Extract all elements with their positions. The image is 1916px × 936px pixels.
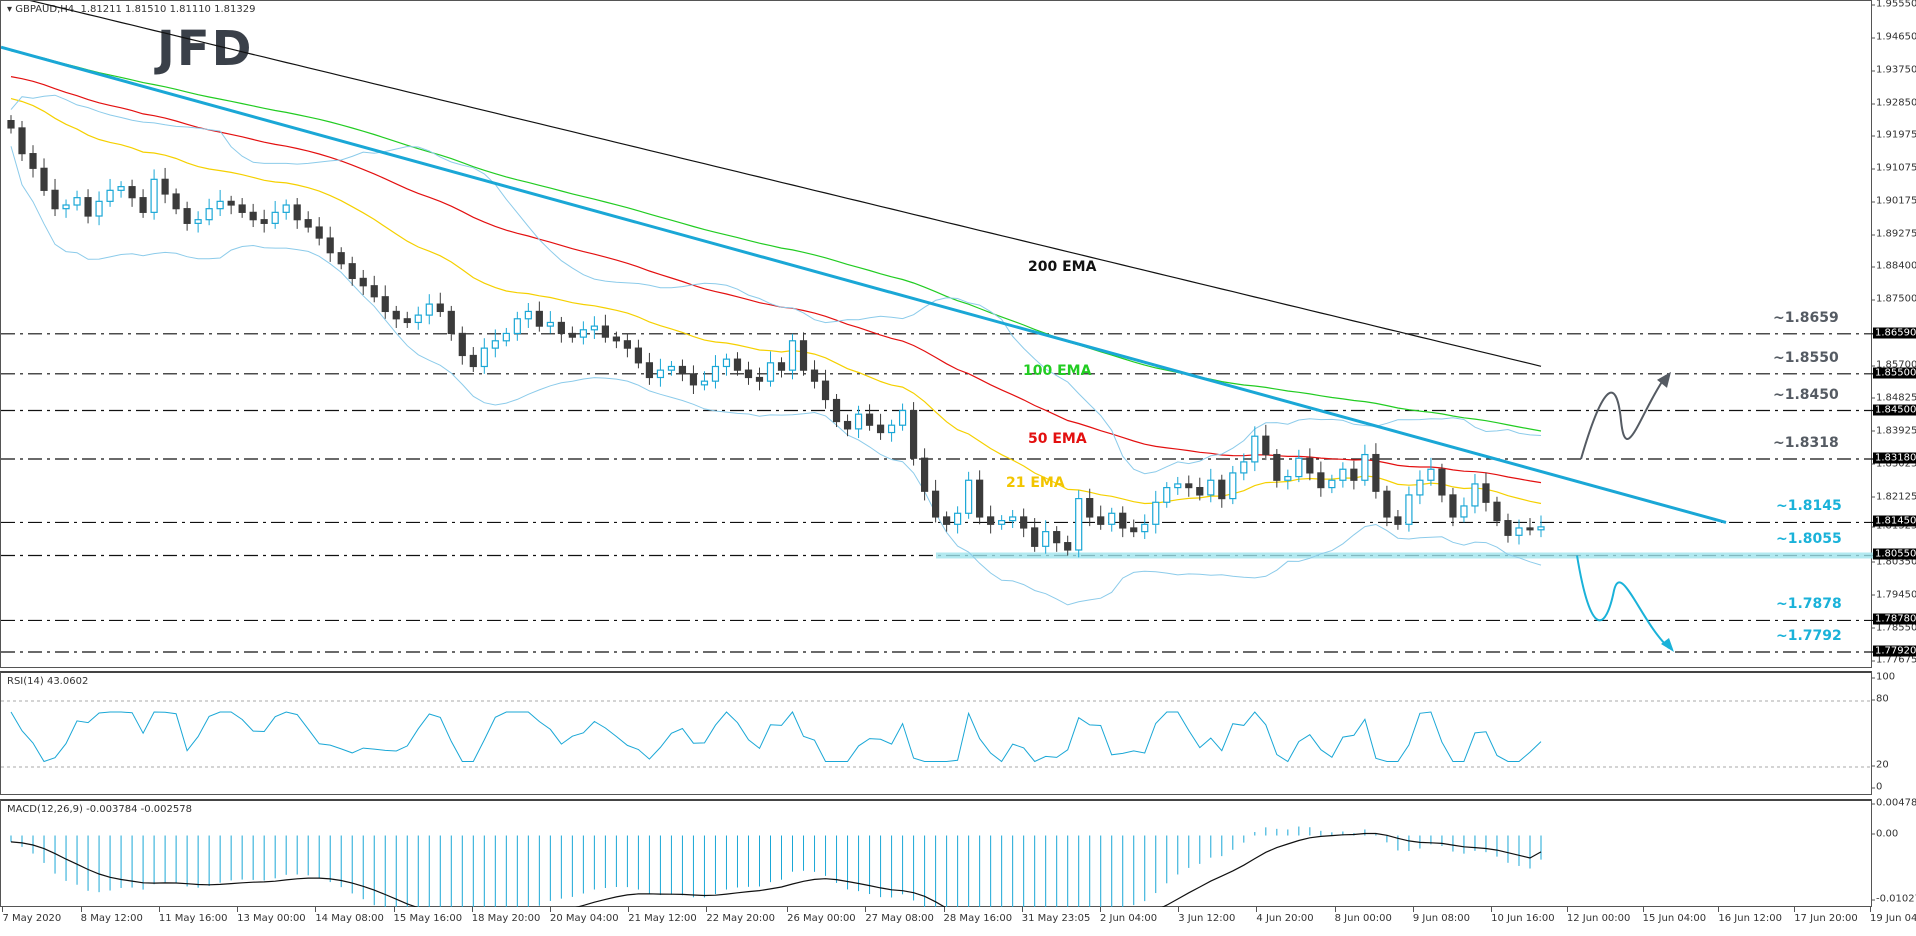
macd-tick: 0.00 — [1871, 828, 1899, 839]
macd-tick: -0.010278 — [1871, 894, 1916, 905]
ema-label: 50 EMA — [1028, 431, 1087, 447]
macd-axis: 0.004789 0.00 -0.010278 — [1871, 798, 1916, 907]
level-price-tag: 1.81450 — [1873, 515, 1916, 527]
level-price-tag: 1.84500 — [1873, 404, 1916, 416]
rsi-axis: 100 80 20 0 — [1871, 671, 1916, 795]
macd-tick: 0.004789 — [1872, 798, 1916, 809]
time-tick: 19 Jun 04:00 — [1869, 907, 1916, 924]
time-tick: 3 Jun 12:00 — [1178, 907, 1236, 924]
chart-title: ▾ GBPAUD,H4 1.81211 1.81510 1.81110 1.81… — [7, 4, 255, 15]
price-tick: 1.91075 — [1871, 162, 1916, 174]
time-tick: 4 Jun 20:00 — [1256, 907, 1314, 924]
level-label: ~1.8145 — [1776, 498, 1842, 515]
price-tick: 1.92850 — [1871, 97, 1916, 109]
price-tick: 1.78550 — [1871, 622, 1916, 634]
time-tick: 9 Jun 08:00 — [1412, 907, 1471, 924]
jfd-logo: JFD — [157, 21, 254, 77]
rsi-line-canvas — [1, 700, 1873, 768]
time-tick: 15 Jun 04:00 — [1642, 907, 1707, 924]
level-label: ~1.7792 — [1776, 628, 1842, 644]
time-tick: 22 May 20:00 — [706, 907, 775, 924]
time-tick: 17 Jun 20:00 — [1794, 907, 1858, 924]
price-chart-pane[interactable]: ▾ GBPAUD,H4 1.81211 1.81510 1.81110 1.81… — [0, 0, 1873, 668]
macd-canvas — [10, 826, 1542, 907]
level-label: ~1.8055 — [1776, 531, 1842, 548]
price-tick: 1.79450 — [1871, 589, 1916, 601]
ema-label: 200 EMA — [1028, 259, 1097, 275]
time-tick: 26 May 00:00 — [787, 907, 856, 924]
time-tick: 28 May 16:00 — [943, 907, 1013, 924]
macd-pane[interactable]: MACD(12,26,9) -0.003784 -0.002578 — [0, 799, 1872, 907]
level-price-tag: 1.85500 — [1873, 367, 1916, 379]
price-chart-canvas — [1, 1, 1873, 653]
price-tick: 1.83925 — [1871, 425, 1916, 437]
price-tick: 1.87500 — [1871, 293, 1916, 305]
time-tick: 12 Jun 00:00 — [1566, 907, 1631, 924]
time-tick: 20 May 04:00 — [549, 907, 619, 924]
time-tick: 18 May 20:00 — [471, 907, 541, 924]
level-price-tag: 1.80550 — [1873, 548, 1916, 560]
price-tick: 1.84825 — [1871, 392, 1916, 404]
time-tick: 11 May 16:00 — [158, 907, 228, 924]
time-tick: 27 May 08:00 — [865, 907, 934, 924]
price-tick: 1.85700 — [1871, 359, 1916, 371]
time-tick: 31 May 23:05 — [1021, 907, 1091, 924]
time-tick: 8 May 12:00 — [80, 907, 143, 924]
price-tick: 1.94650 — [1871, 31, 1916, 43]
price-tick: 1.88400 — [1871, 260, 1916, 272]
macd-label: MACD(12,26,9) -0.003784 -0.002578 — [7, 804, 192, 815]
time-tick: 16 Jun 12:00 — [1718, 907, 1782, 924]
price-tick: 1.77675 — [1871, 654, 1916, 666]
level-label: ~1.8318 — [1773, 434, 1839, 451]
level-label: ~1.7878 — [1776, 596, 1842, 613]
time-tick: 10 Jun 16:00 — [1491, 907, 1555, 924]
time-tick: 2 Jun 04:00 — [1099, 907, 1158, 924]
rsi-tick: 100 — [1871, 671, 1896, 683]
level-label: ~1.8659 — [1773, 309, 1839, 326]
time-tick: 14 May 08:00 — [315, 907, 384, 924]
time-tick: 13 May 00:00 — [237, 907, 306, 924]
price-tick: 1.82125 — [1871, 491, 1916, 503]
rsi-tick: 80 — [1872, 693, 1889, 705]
ema-label: 100 EMA — [1023, 363, 1092, 379]
level-label: ~1.8550 — [1773, 349, 1839, 366]
price-tick: 1.90175 — [1871, 195, 1916, 207]
rsi-tick: 0 — [1871, 781, 1883, 793]
time-tick: 8 Jun 00:00 — [1334, 907, 1392, 924]
price-tick: 1.83025 — [1871, 458, 1916, 470]
price-tick: 1.91975 — [1871, 129, 1916, 141]
time-tick: 7 May 2020 — [2, 907, 62, 924]
level-price-tag: 1.77920 — [1873, 645, 1916, 657]
time-axis[interactable]: 7 May 2020 8 May 12:00 11 May 16:00 13 May … — [0, 907, 1916, 936]
collapse-triangle-icon[interactable]: ▾ — [7, 4, 13, 15]
level-label: ~1.8450 — [1773, 386, 1839, 403]
level-price-tag: 1.78780 — [1873, 613, 1916, 625]
symbol-label: GBPAUD,H4 — [15, 4, 75, 15]
ohlc-values: 1.81211 1.81510 1.81110 1.81329 — [80, 4, 256, 15]
price-tick: 1.95550 — [1871, 0, 1916, 10]
price-axis[interactable]: 1.95550 1.94650 1.93750 1.92850 1.91975 1.910… — [1871, 0, 1916, 668]
price-tick: 1.80350 — [1871, 556, 1916, 568]
price-tick: 1.89275 — [1871, 228, 1916, 240]
time-tick: 21 May 12:00 — [628, 907, 697, 924]
rsi-pane[interactable]: RSI(14) 43.0602 — [0, 671, 1873, 795]
time-tick: 15 May 16:00 — [393, 907, 463, 924]
level-price-tag: 1.83180 — [1873, 452, 1916, 464]
rsi-tick: 20 — [1872, 759, 1889, 771]
level-price-tag: 1.86590 — [1873, 327, 1916, 339]
price-tick: 1.93750 — [1871, 64, 1916, 76]
rsi-label: RSI(14) 43.0602 — [7, 676, 89, 687]
ema-label: 21 EMA — [1006, 475, 1065, 491]
